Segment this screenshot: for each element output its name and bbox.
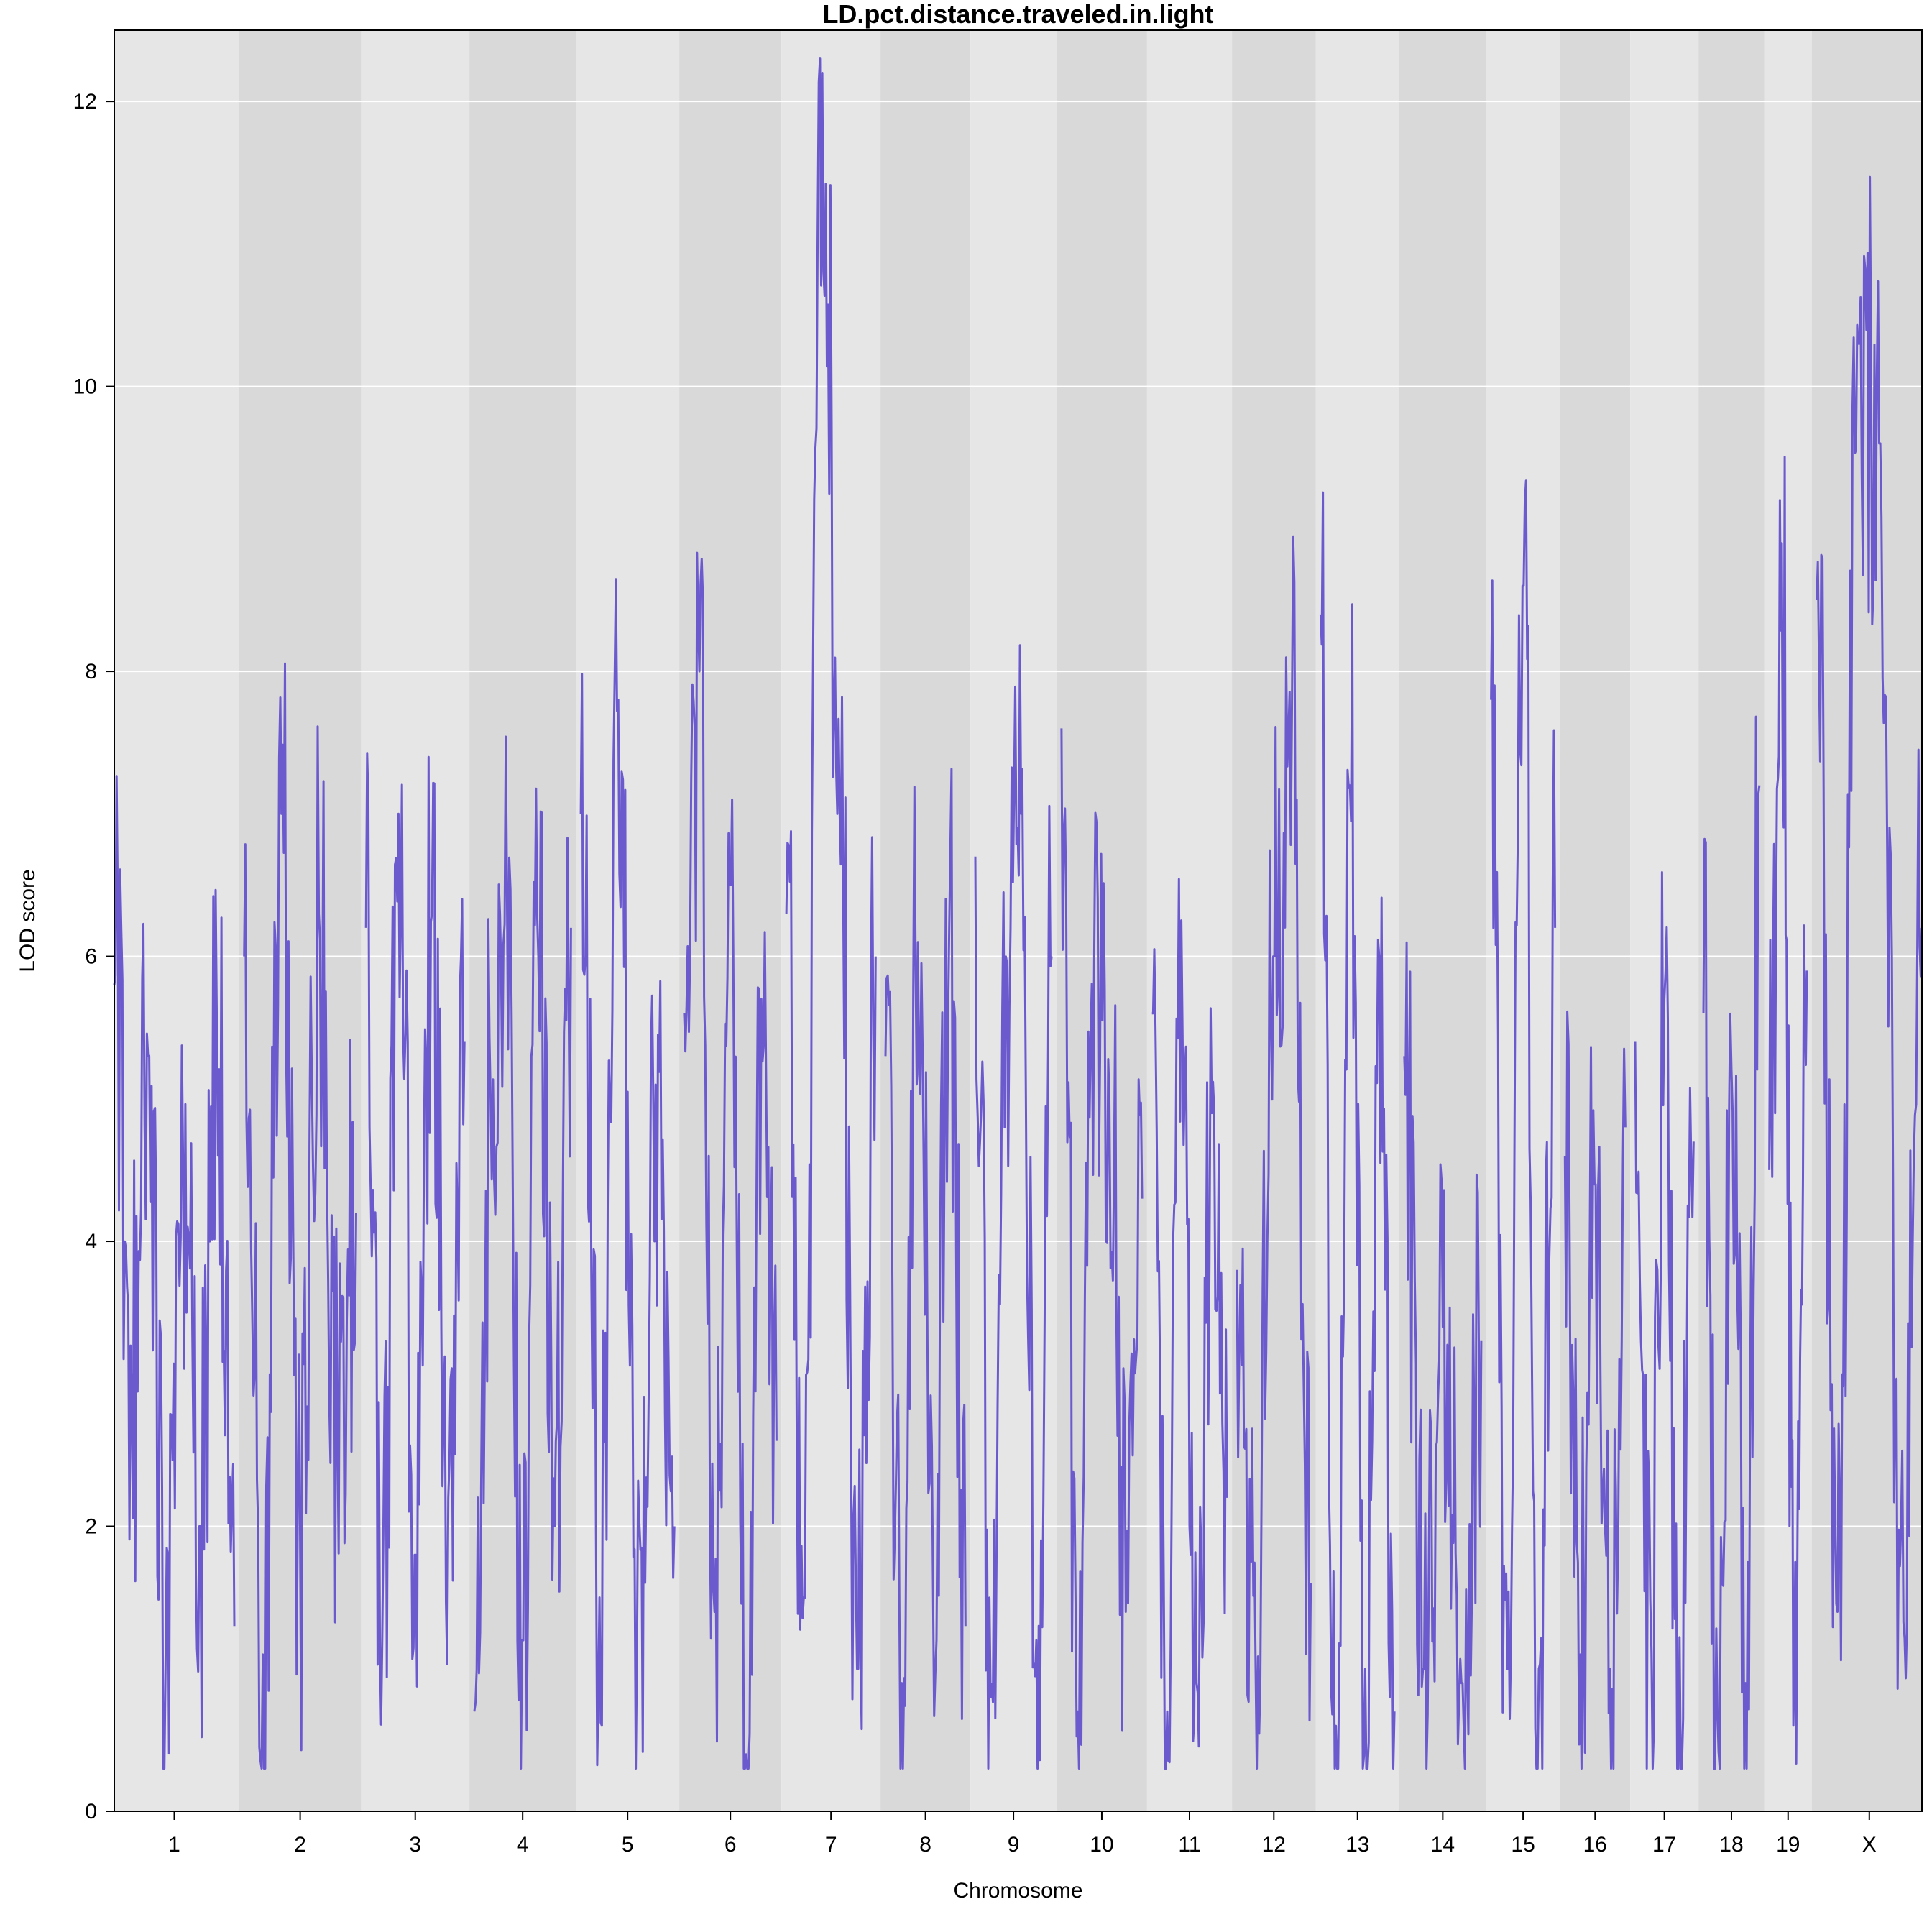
chromosome-band-13 xyxy=(1315,30,1399,1811)
x-tick-label: 13 xyxy=(1346,1833,1369,1857)
y-axis-ticks: 0 2 4 6 8 10 12 xyxy=(73,90,114,1823)
x-tick-label: 19 xyxy=(1776,1833,1800,1857)
y-tick-label: 2 xyxy=(85,1515,97,1539)
lod-line-chr-12 xyxy=(1236,535,1312,1770)
x-tick-label: 3 xyxy=(409,1833,421,1857)
x-tick-label: 1 xyxy=(168,1833,180,1857)
y-tick-label: 12 xyxy=(73,90,97,114)
x-axis-label: Chromosome xyxy=(953,1879,1082,1903)
x-tick-label: 10 xyxy=(1090,1833,1113,1857)
lod-line-chr-9 xyxy=(974,644,1053,1770)
lod-line-chr-6 xyxy=(683,551,778,1770)
y-tick-label: 10 xyxy=(73,375,97,399)
x-tick-label: 18 xyxy=(1719,1833,1743,1857)
x-axis-ticks: 1 2 3 4 5 6 7 8 9 10 11 12 13 14 15 16 17 18 19 X xyxy=(168,1811,1877,1857)
lod-line-chr-X xyxy=(1816,175,1923,1690)
x-tick-label: 9 xyxy=(1008,1833,1020,1857)
lod-line-chr-8 xyxy=(884,768,967,1770)
lod-line-chr-4 xyxy=(473,735,572,1770)
x-tick-label: 15 xyxy=(1511,1833,1535,1857)
chart-title: LD.pct.distance.traveled.in.light xyxy=(822,0,1213,29)
y-tick-label: 0 xyxy=(85,1800,97,1823)
chromosome-band-6 xyxy=(679,30,782,1811)
y-tick-label: 6 xyxy=(85,945,97,969)
chromosome-band-15 xyxy=(1486,30,1560,1811)
chromosome-band-16 xyxy=(1560,30,1631,1811)
x-tick-label: 7 xyxy=(825,1833,837,1857)
chromosome-band-17 xyxy=(1630,30,1699,1811)
chromosome-band-5 xyxy=(576,30,680,1811)
x-tick-label: 8 xyxy=(919,1833,932,1857)
lod-series xyxy=(113,58,1923,1770)
lod-line-chr-2 xyxy=(243,662,357,1770)
x-tick-label: 12 xyxy=(1262,1833,1286,1857)
y-tick-label: 4 xyxy=(85,1230,97,1254)
lod-line-chr-18 xyxy=(1702,715,1761,1770)
x-tick-label: X xyxy=(1862,1833,1877,1857)
lod-line-chr-16 xyxy=(1563,1010,1627,1770)
lod-line-chr-19 xyxy=(1768,456,1808,1765)
chromosome-bands xyxy=(114,30,1922,1811)
lod-line-chr-14 xyxy=(1403,941,1483,1770)
x-tick-label: 16 xyxy=(1583,1833,1607,1857)
x-tick-label: 2 xyxy=(294,1833,306,1857)
lod-line-chr-10 xyxy=(1060,728,1144,1770)
plot-frame xyxy=(114,29,1923,1812)
x-tick-label: 4 xyxy=(517,1833,529,1857)
chromosome-band-18 xyxy=(1698,30,1765,1811)
lod-line-chr-7 xyxy=(785,58,877,1731)
lod-line-chr-1 xyxy=(113,775,236,1770)
x-tick-label: 11 xyxy=(1178,1833,1200,1857)
x-tick-label: 14 xyxy=(1431,1833,1455,1857)
y-tick-label: 8 xyxy=(85,660,97,684)
lod-line-chr-5 xyxy=(579,578,676,1770)
grid-lines xyxy=(114,101,1922,1527)
y-axis-label: LOD score xyxy=(16,869,40,972)
chromosome-band-19 xyxy=(1764,30,1812,1811)
lod-line-chr-17 xyxy=(1634,871,1695,1770)
x-tick-label: 6 xyxy=(724,1833,737,1857)
lod-line-chr-13 xyxy=(1319,491,1396,1770)
lod-line-chr-15 xyxy=(1490,479,1557,1770)
x-tick-label: 5 xyxy=(622,1833,634,1857)
lod-line-chr-11 xyxy=(1151,878,1228,1770)
x-tick-label: 17 xyxy=(1652,1833,1676,1857)
lod-line-chr-3 xyxy=(364,752,466,1726)
